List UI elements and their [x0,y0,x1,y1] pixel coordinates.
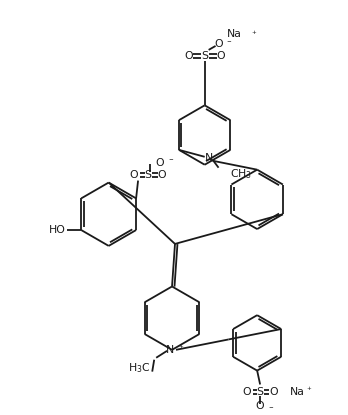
Text: O: O [256,401,264,411]
Text: Na: Na [290,387,305,398]
Text: HO: HO [49,225,66,235]
Text: $^{+}$: $^{+}$ [251,29,258,39]
Text: $^{-}$: $^{-}$ [268,404,274,413]
Text: CH$_3$: CH$_3$ [230,167,253,181]
Text: O: O [130,170,139,180]
Text: S: S [201,51,208,61]
Text: S: S [144,170,151,180]
Text: O: O [158,170,166,180]
Text: O: O [216,51,225,61]
Text: N: N [205,153,213,163]
Text: O: O [242,387,251,398]
Text: S: S [256,387,264,398]
Text: H$_3$C: H$_3$C [128,361,150,375]
Text: N: N [166,345,174,355]
Text: O: O [214,39,223,49]
Text: $^{-}$: $^{-}$ [168,156,174,165]
Text: O: O [270,387,278,398]
Text: O: O [156,158,164,168]
Text: $^{+}$: $^{+}$ [178,343,184,352]
Text: $^{-}$: $^{-}$ [227,37,233,46]
Text: $^{+}$: $^{+}$ [306,386,312,395]
Text: Na: Na [227,29,242,39]
Text: O: O [184,51,193,61]
